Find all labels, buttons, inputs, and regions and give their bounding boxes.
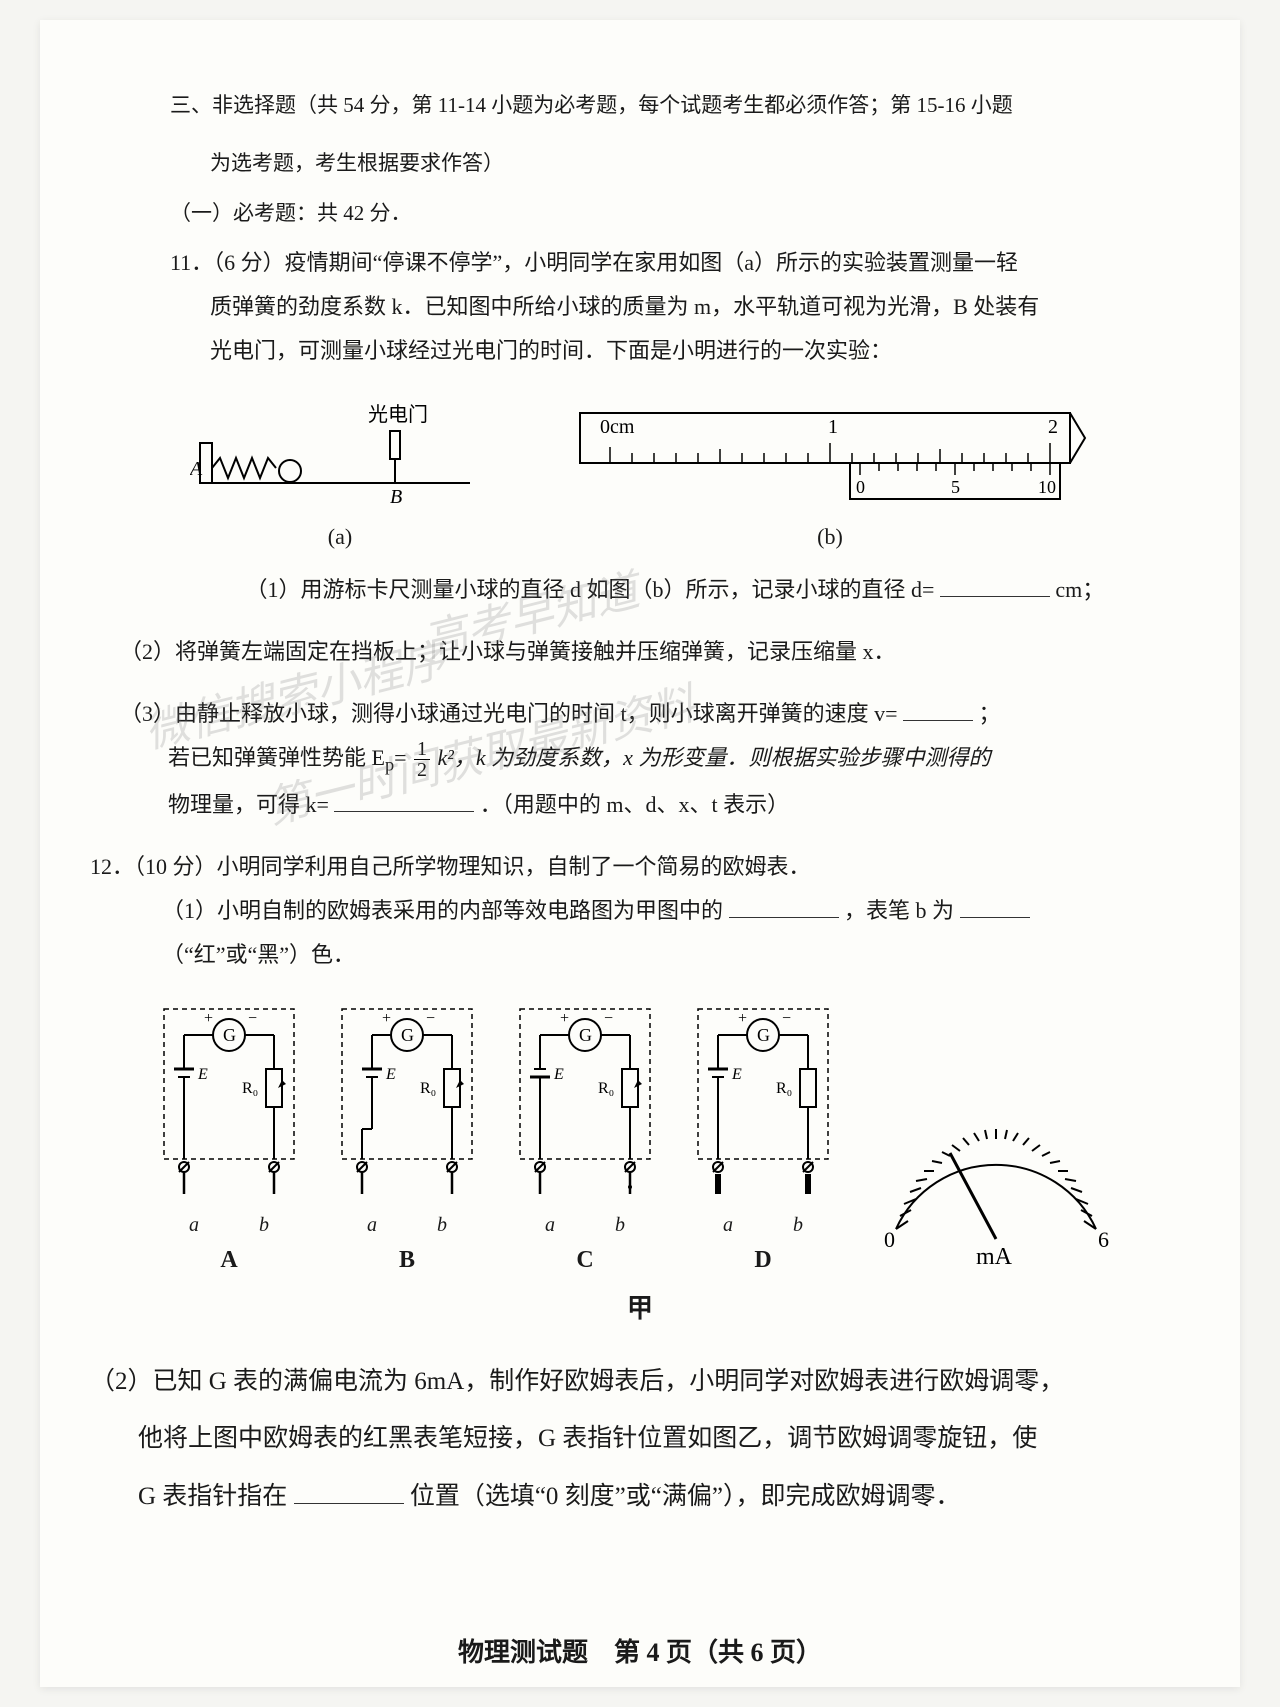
q12-p1c: （“红”或“黑”）色． <box>162 933 1190 977</box>
q11-p3c: 物理量，可得 k= <box>168 792 329 817</box>
q12-stem: 12．（10 分）小明同学利用自己所学物理知识，自制了一个简易的欧姆表． <box>90 845 1190 889</box>
q11-stem-line1: 11．（6 分）疫情期间“停课不停学”，小明同学在家用如图（a）所示的实验装置测… <box>170 241 1190 285</box>
q12-p2c-pre: G 表指针指在 <box>138 1483 287 1510</box>
svg-text:G: G <box>579 1025 592 1045</box>
label-D: D <box>688 1247 838 1274</box>
blank-pointer-pos[interactable] <box>294 1479 404 1504</box>
q11-p1: （1）用游标卡尺测量小球的直径 d 如图（b）所示，记录小球的直径 d= cm； <box>90 568 1190 612</box>
q11-p3a-end: ； <box>979 701 1001 726</box>
q11-p3c-post: ．（用题中的 m、d、x、t 表示） <box>480 792 789 817</box>
section-heading-line1: 三、非选择题（共 54 分，第 11-14 小题为必考题，每个试题考生都必须作答… <box>170 80 1190 130</box>
ep-sub: p <box>385 754 394 774</box>
caption-a: (a) <box>190 524 490 550</box>
q11-stem-line2: 质弹簧的劲度系数 k．已知图中所给小球的质量为 m，水平轨道可视为光滑，B 处装… <box>210 285 1190 329</box>
scale-0: 0 <box>884 1227 895 1252</box>
main-2: 2 <box>1048 416 1058 438</box>
vernier-0: 0 <box>856 477 865 497</box>
svg-text:−: − <box>426 1010 435 1027</box>
q12-p2: （2）已知 G 表的满偏电流为 6mA，制作好欧姆表后，小明同学对欧姆表进行欧姆… <box>90 1353 1190 1526</box>
svg-text:R₀: R₀ <box>776 1080 792 1097</box>
circuit-C: G + − R₀ E a b C <box>510 999 660 1274</box>
circuit-D: G + − R₀ E a b D <box>688 999 838 1274</box>
blank-probe-color[interactable] <box>960 896 1030 918</box>
svg-text:E: E <box>197 1066 208 1083</box>
figure-jia-label: 甲 <box>90 1288 1190 1325</box>
blank-d[interactable] <box>940 575 1050 597</box>
q11-p3: （3）由静止释放小球，测得小球通过光电门的时间 t，则小球离开弹簧的速度 v= … <box>120 692 1190 827</box>
caption-b: (b) <box>570 524 1090 550</box>
q11-diagrams: 光电门 A B (a) 0cm 1 2 <box>150 393 1130 550</box>
svg-text:+: + <box>204 1010 213 1027</box>
svg-text:+: + <box>560 1010 569 1027</box>
point-A: A <box>190 458 203 480</box>
svg-text:E: E <box>553 1066 564 1083</box>
vernier-10: 10 <box>1038 477 1056 497</box>
q11-p3a: （3）由静止释放小球，测得小球通过光电门的时间 t，则小球离开弹簧的速度 v= <box>120 701 898 726</box>
svg-text:G: G <box>223 1025 236 1045</box>
circuit-row: G + − R₀ E a b A <box>110 999 1170 1274</box>
svg-text:R₀: R₀ <box>420 1080 436 1097</box>
label-C: C <box>510 1247 660 1274</box>
svg-text:G: G <box>757 1025 770 1045</box>
q12-p1a: （1）小明自制的欧姆表采用的内部等效电路图为甲图中的 <box>162 898 723 923</box>
label-A: A <box>154 1247 304 1274</box>
blank-v[interactable] <box>903 699 973 721</box>
q11-p3b-pre: 若已知弹簧弹性势能 E <box>168 745 385 770</box>
page-footer: 物理测试题 第 4 页（共 6 页） <box>0 1632 1280 1669</box>
blank-k[interactable] <box>334 790 474 812</box>
svg-text:R₀: R₀ <box>242 1080 258 1097</box>
q12-p2c-mid: 位置（选填“0 刻度”或“满偏”），即完成欧姆调零． <box>410 1483 961 1510</box>
svg-text:G: G <box>401 1025 414 1045</box>
svg-text:R₀: R₀ <box>598 1080 614 1097</box>
q12-p2a: （2）已知 G 表的满偏电流为 6mA，制作好欧姆表后，小明同学对欧姆表进行欧姆… <box>90 1353 1190 1411</box>
q11-p1-unit: cm； <box>1055 577 1104 602</box>
question-11: 11．（6 分）疫情期间“停课不停学”，小明同学在家用如图（a）所示的实验装置测… <box>90 241 1190 373</box>
spring-diagram: 光电门 A B (a) <box>190 403 490 550</box>
q11-p3b-post: k²，k 为劲度系数，x 为形变量．则根据实验步骤中测得的 <box>438 745 991 770</box>
label-B: B <box>332 1247 482 1274</box>
q12-p1b: ，表笔 b 为 <box>844 898 954 923</box>
q11-stem-line3: 光电门，可测量小球经过光电门的时间．下面是小明进行的一次实验： <box>210 329 1190 373</box>
main-1: 1 <box>828 416 838 438</box>
point-B: B <box>390 486 402 508</box>
ammeter-dial: 0 6 mA <box>866 1089 1126 1274</box>
svg-text:+: + <box>382 1010 391 1027</box>
photogate-label: 光电门 <box>368 403 428 426</box>
svg-text:−: − <box>604 1010 613 1027</box>
subsection-label: （一）必考题：共 42 分． <box>170 197 1190 227</box>
q11-p2: （2）将弹簧左端固定在挡板上；让小球与弹簧接触并压缩弹簧，记录压缩量 x． <box>120 630 1190 674</box>
svg-text:−: − <box>248 1010 257 1027</box>
question-12: 12．（10 分）小明同学利用自己所学物理知识，自制了一个简易的欧姆表． （1）… <box>90 845 1190 977</box>
caliper-diagram: 0cm 1 2 <box>570 393 1090 550</box>
svg-text:−: − <box>782 1010 791 1027</box>
frac-half: 12 <box>414 739 430 780</box>
svg-text:E: E <box>385 1066 396 1083</box>
svg-text:+: + <box>738 1010 747 1027</box>
section-heading-line2: 为选考题，考生根据要求作答） <box>210 138 1190 188</box>
circuit-B: G + − R₀ E a b B <box>332 999 482 1274</box>
blank-circuit-choice[interactable] <box>729 896 839 918</box>
svg-text:E: E <box>731 1066 742 1083</box>
vernier-5: 5 <box>951 477 960 497</box>
scale-6: 6 <box>1098 1227 1109 1252</box>
circuit-A: G + − R₀ E a b A <box>154 999 304 1274</box>
unit-mA: mA <box>976 1244 1013 1269</box>
main-0cm: 0cm <box>600 416 635 438</box>
q11-p3b-eq: = <box>394 745 406 770</box>
q11-p1-text: （1）用游标卡尺测量小球的直径 d 如图（b）所示，记录小球的直径 d= <box>246 577 935 602</box>
q12-p2b: 他将上图中欧姆表的红黑表笔短接，G 表指针位置如图乙，调节欧姆调零旋钮，使 <box>138 1410 1190 1468</box>
